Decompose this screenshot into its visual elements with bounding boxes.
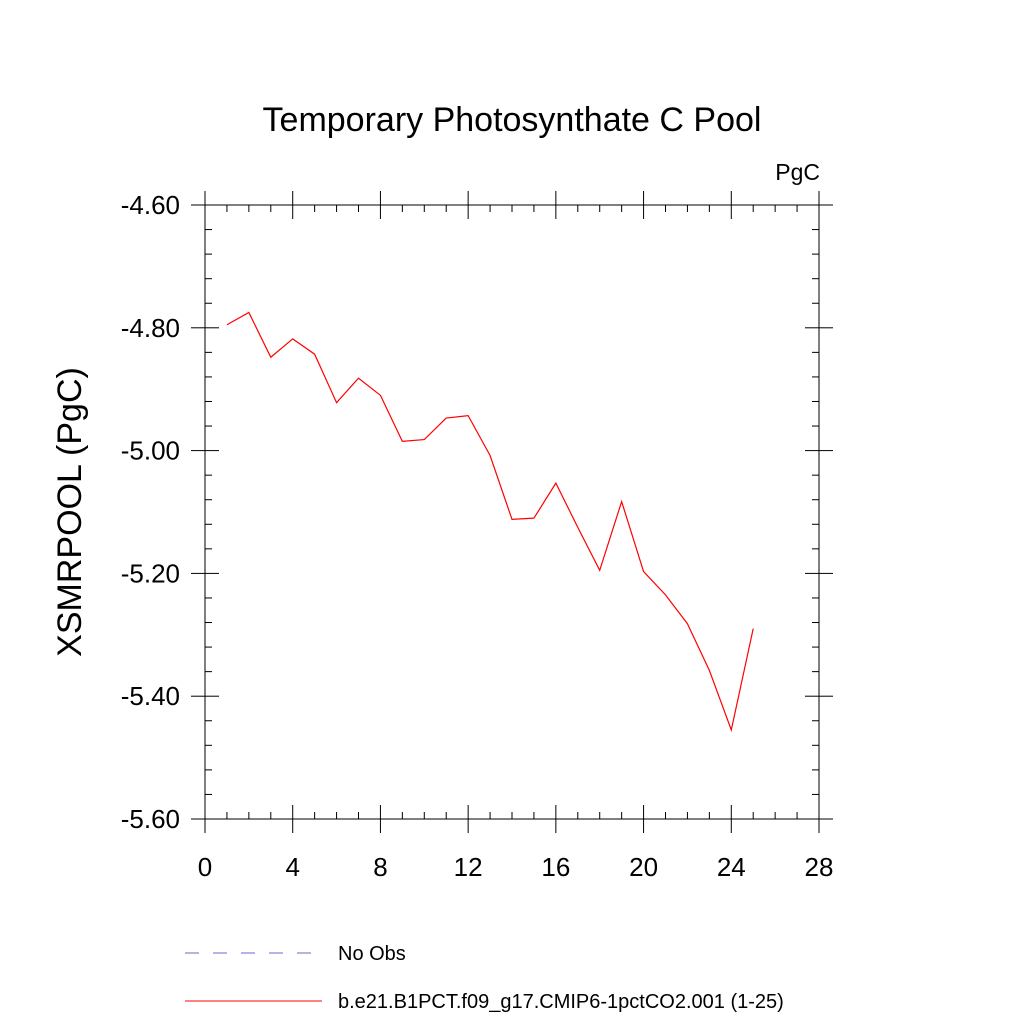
- major-ticks: [191, 191, 833, 833]
- plot-frame: [204, 204, 820, 820]
- x-tick-label: 20: [629, 852, 658, 882]
- x-tick-label: 8: [373, 852, 387, 882]
- chart-title: Temporary Photosynthate C Pool: [263, 101, 762, 139]
- y-tick-label: -5.00: [121, 436, 180, 466]
- series-lines: [226, 311, 754, 733]
- y-tick-labels: -4.60 -4.80 -5.00 -5.20 -5.40 -5.60: [121, 190, 180, 834]
- y-tick-label: -5.40: [121, 681, 180, 711]
- minor-ticks: [205, 205, 819, 819]
- x-tick-label: 0: [198, 852, 212, 882]
- x-tick-labels: 0 4 8 12 16 20 24 28: [198, 852, 834, 882]
- x-tick-label: 4: [285, 852, 299, 882]
- units-label: PgC: [775, 159, 820, 185]
- y-axis-label: XSMRPOOL (PgC): [51, 367, 89, 657]
- y-tick-label: -5.60: [121, 804, 180, 834]
- x-tick-label: 24: [717, 852, 746, 882]
- series-line: [226, 311, 754, 733]
- legend-label: b.e21.B1PCT.f09_g17.CMIP6-1pctCO2.001 (1…: [338, 991, 784, 1013]
- y-tick-label: -4.80: [121, 313, 180, 343]
- legend: No Obs b.e21.B1PCT.f09_g17.CMIP6-1pctCO2.…: [185, 943, 784, 1013]
- y-tick-label: -5.20: [121, 558, 180, 588]
- y-tick-label: -4.60: [121, 190, 180, 220]
- legend-label: No Obs: [338, 943, 406, 965]
- x-tick-label: 12: [454, 852, 483, 882]
- x-tick-label: 28: [805, 852, 834, 882]
- x-tick-label: 16: [541, 852, 570, 882]
